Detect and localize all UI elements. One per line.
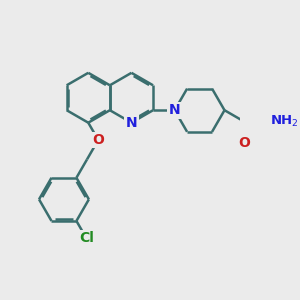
Text: Cl: Cl [79, 231, 94, 245]
Text: 2: 2 [283, 118, 290, 128]
Text: N: N [126, 116, 137, 130]
Text: O: O [92, 133, 104, 147]
Text: H: H [287, 115, 297, 128]
Text: NH: NH [268, 115, 290, 128]
Text: N: N [169, 103, 181, 117]
Text: NH$_2$: NH$_2$ [270, 114, 299, 129]
Text: O: O [238, 136, 250, 150]
